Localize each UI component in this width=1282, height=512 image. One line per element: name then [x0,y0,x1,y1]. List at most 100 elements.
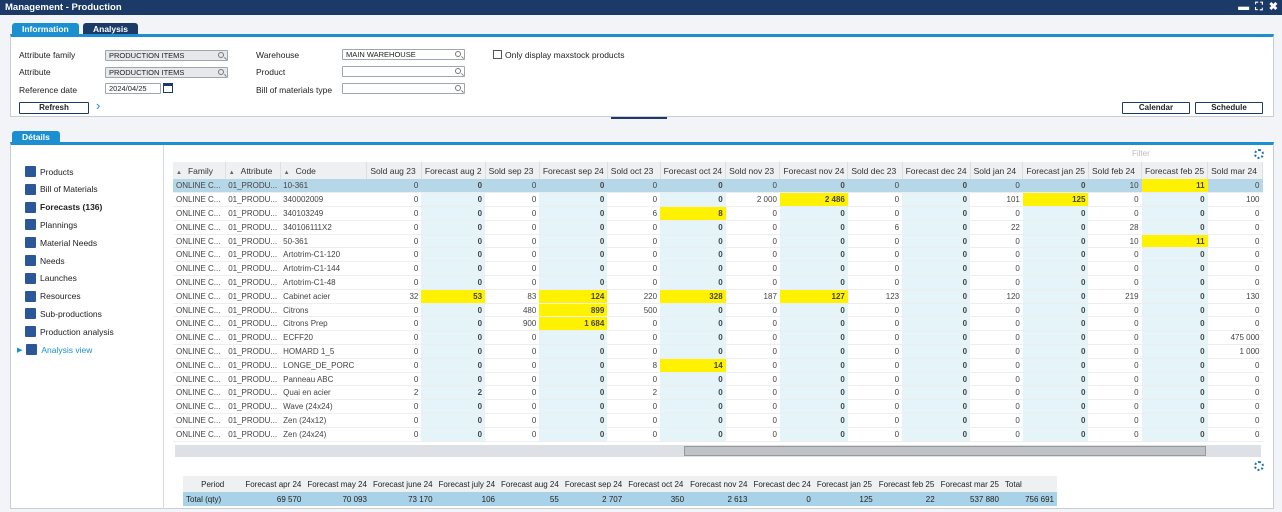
table-cell: 01_PRODU... [225,303,281,318]
sidebar-item-material-needs[interactable]: Material Needs [25,236,97,249]
sidebar-item-resources[interactable]: Resources [25,290,81,303]
summary-column-header[interactable]: Forecast aug 24 [498,476,562,492]
table-cell: 0 [539,372,608,387]
column-header[interactable]: Sold jan 24 [970,162,1024,179]
sidebar-item-analysis-view[interactable]: ▶ Analysis view [17,343,92,356]
table-row[interactable]: ONLINE C... 01_PRODU... Artotrim-C1-48 0 0 0 0… [173,275,1263,290]
summary-column-header[interactable]: Forecast feb 25 [875,476,938,492]
tab-details[interactable]: Détails [12,131,60,144]
column-header[interactable]: Forecast oct 24 [660,162,727,179]
gear-icon[interactable] [1254,461,1264,471]
sidebar-item-needs[interactable]: Needs [25,254,65,267]
warehouse-field[interactable]: MAIN WAREHOUSE [342,49,465,60]
sidebar-item-plannings[interactable]: Plannings [25,218,77,231]
table-row[interactable]: ONLINE C... 01_PRODU... ECFF20 0 0 0 0 0 0 0 0 0 0 0 0… [173,330,1263,346]
sidebar-item-production-analysis[interactable]: Production analysis [25,325,114,338]
sidebar-item-products[interactable]: Products [25,165,74,178]
table-row[interactable]: ONLINE C... 01_PRODU... Artotrim-C1-120 0 0 0… [173,247,1263,263]
column-header[interactable]: Sold oct 23 [607,162,661,179]
column-header[interactable]: Sold mar 24 [1207,162,1263,179]
column-header[interactable]: Forecast dec 24 [902,162,971,179]
table-row[interactable]: ONLINE C... 01_PRODU... Citrons 0 0 480 899 500… [173,303,1263,318]
column-header[interactable]: Forecast aug 2 [421,162,486,179]
column-header[interactable]: ▲ Attribute [225,162,281,179]
panel-splitter[interactable] [611,117,667,119]
table-row[interactable]: ONLINE C... 01_PRODU... Cabinet acier 32 53 8… [173,289,1263,304]
column-header[interactable]: Sold feb 24 [1088,162,1143,179]
summary-column-header[interactable]: Period [183,476,243,492]
column-header[interactable]: Sold aug 23 [366,162,422,179]
table-cell: 0 [366,372,422,387]
sidebar-item-label: Forecasts (136) [40,202,103,213]
table-row[interactable]: ONLINE C... 01_PRODU... Zen (24x12) 0 0 0 0 0 0 0… [173,413,1263,428]
table-row[interactable]: ONLINE C... 01_PRODU... Wave (24x24) 0 0 0 0 0 0… [173,399,1263,415]
column-header[interactable]: Sold nov 23 [725,162,781,179]
calendar-icon[interactable] [163,83,173,93]
table-row[interactable]: ONLINE C... 01_PRODU... 50-361 0 0 0 0 0 0 0 0 0 0 0 0… [173,234,1263,249]
table-row[interactable]: ONLINE C... 01_PRODU... 340002009 0 0 0 0 0 0 2 0… [173,192,1263,208]
table-row[interactable]: ONLINE C... 01_PRODU... LONGE_DE_PORC 0 0 0 0 8… [173,358,1263,373]
reference-date-field[interactable]: 2024/04/25 [105,83,161,94]
table-cell: 0 [1088,330,1142,346]
summary-column-header[interactable]: Forecast dec 24 [750,476,814,492]
sidebar-item-bill-of-materials[interactable]: Bill of Materials [25,183,98,196]
refresh-button[interactable]: Refresh [19,102,89,114]
table-cell: 0 [725,344,780,359]
column-header[interactable]: Sold dec 23 [847,162,903,179]
column-header[interactable]: ▲ Code [280,162,368,179]
table-cell: 0 [485,358,540,373]
summary-column-header[interactable]: Forecast apr 24 [242,476,305,492]
chevron-right-icon[interactable]: › [96,98,101,113]
summary-column-header[interactable]: Forecast sep 24 [561,476,626,492]
column-header[interactable]: Forecast sep 24 [539,162,608,179]
column-header[interactable]: Forecast jan 25 [1022,162,1089,179]
summary-column-header[interactable]: Forecast nov 24 [687,476,751,492]
horizontal-scrollbar[interactable] [175,445,1261,457]
table-cell: 0 [725,372,780,387]
table-cell: 0 [1022,247,1089,263]
minimize-icon[interactable]: ▬ [1238,1,1250,13]
sidebar-item-forecasts-136[interactable]: Forecasts (136) [25,201,102,214]
table-row[interactable]: ONLINE C... 01_PRODU... Artotrim-C1-144 0 0 0… [173,261,1263,277]
product-field[interactable] [342,66,465,77]
attribute-family-field[interactable]: PRODUCTION ITEMS [105,50,228,61]
calendar-button[interactable]: Calendar [1122,102,1190,114]
summary-column-header[interactable]: Forecast may 24 [304,476,370,492]
table-row[interactable]: ONLINE C... 01_PRODU... HOMARD 1_5 0 0 0 0 0 0 0 0… [173,344,1263,359]
sidebar-item-launches[interactable]: Launches [25,272,77,285]
maximize-icon[interactable]: ⛶ [1255,1,1263,13]
summary-row[interactable]: Total (qty) 69 570 70 093 73 170 106 55 2 707 3… [183,492,1057,506]
close-icon[interactable]: ✖ [1268,1,1278,13]
column-header[interactable]: Sold sep 23 [485,162,540,179]
table-row[interactable]: ONLINE C... 01_PRODU... Citrons Prep 0 0 900 1… [173,316,1263,332]
tab-analysis[interactable]: Analysis [83,23,138,36]
filter-input[interactable]: Filter [1132,149,1150,158]
summary-column-header[interactable]: Forecast mar 25 [937,476,1002,492]
table-row[interactable]: ONLINE C... 01_PRODU... 10-361 0 0 0 0 0 0 0 0 0 0 0 0… [173,179,1263,194]
attribute-field[interactable]: PRODUCTION ITEMS [105,67,228,78]
table-row[interactable]: ONLINE C... 01_PRODU... 340106111X2 0 0 0 0 0 0 0… [173,220,1263,235]
table-cell: 0 [1141,427,1208,442]
bom-type-field[interactable] [342,83,465,94]
summary-column-header[interactable]: Forecast june 24 [369,476,436,492]
table-row[interactable]: ONLINE C... 01_PRODU... Zen (24x24) 0 0 0 0 0 0 0… [173,427,1263,442]
maxstock-checkbox[interactable] [493,50,502,59]
gear-icon[interactable] [1254,149,1264,159]
column-header[interactable]: Forecast nov 24 [779,162,849,179]
summary-column-header[interactable]: Forecast oct 24 [625,476,688,492]
table-row[interactable]: ONLINE C... 01_PRODU... Panneau ABC 0 0 0 0 0 0 0… [173,372,1263,387]
tab-information[interactable]: Information [12,23,79,36]
column-header[interactable]: ▲ Family [173,162,226,179]
table-cell: 0 [660,179,726,194]
table-row[interactable]: ONLINE C... 01_PRODU... Quai en acier 2 2 0 0 2… [173,385,1263,401]
scrollbar-thumb[interactable] [684,446,1206,456]
table-row[interactable]: ONLINE C... 01_PRODU... 340103249 0 0 0 0 6 8 0 0 0… [173,206,1263,221]
table-cell: 0 [1088,247,1142,263]
sidebar-item-sub-productions[interactable]: Sub-productions [25,307,102,320]
table-cell: 0 [607,316,661,332]
schedule-button[interactable]: Schedule [1195,102,1263,114]
summary-column-header[interactable]: Forecast july 24 [435,476,499,492]
summary-column-header[interactable]: Forecast jan 25 [813,476,876,492]
column-header[interactable]: Forecast feb 25 [1141,162,1209,179]
summary-column-header[interactable]: Total [1001,476,1057,492]
